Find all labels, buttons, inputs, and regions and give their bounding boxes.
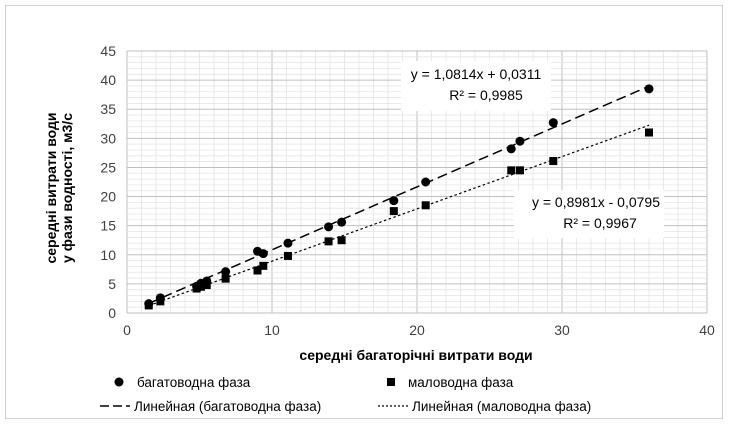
y-tick-label: 5 xyxy=(108,276,116,292)
point-low xyxy=(324,237,333,246)
legend-marker-high xyxy=(114,377,124,387)
point-low xyxy=(156,297,165,306)
point-low xyxy=(283,251,292,260)
trendline-low xyxy=(148,124,650,307)
point-high xyxy=(221,267,231,277)
point-high xyxy=(283,238,293,248)
data-points xyxy=(144,84,654,310)
chart: 0 10 20 30 40 0 5 10 15 20 25 30 35 40 45 y = 1,0814x … xyxy=(43,43,715,414)
point-low xyxy=(221,274,230,283)
trendlines xyxy=(148,85,650,307)
equation-low: y = 0,8981x - 0,0795 xyxy=(532,194,660,210)
y-tick-label: 0 xyxy=(108,305,116,321)
chart-frame: 0 10 20 30 40 0 5 10 15 20 25 30 35 40 45 y = 1,0814x … xyxy=(5,5,723,419)
legend-label-trend-high: Линейная (багатоводна фаза) xyxy=(134,399,321,414)
x-tick-label: 0 xyxy=(123,322,131,338)
point-low xyxy=(389,207,398,216)
point-high xyxy=(324,222,334,232)
point-low xyxy=(549,157,558,166)
point-low xyxy=(259,261,268,270)
legend-marker-low xyxy=(387,378,395,386)
point-low xyxy=(645,128,653,137)
x-tick-label: 10 xyxy=(264,322,280,338)
y-tick-label: 10 xyxy=(100,247,116,263)
y-tick-label: 30 xyxy=(100,130,116,146)
y-tick-label: 25 xyxy=(100,159,116,175)
y-tick-label: 15 xyxy=(100,218,116,234)
point-low xyxy=(337,236,346,245)
point-high xyxy=(337,217,347,227)
x-tick-label: 40 xyxy=(699,322,715,338)
trendline-high xyxy=(148,85,650,305)
point-high xyxy=(515,136,525,146)
y-tick-label: 40 xyxy=(100,72,116,88)
y-tick-label: 20 xyxy=(100,189,116,205)
y-tick-label: 45 xyxy=(100,43,116,59)
x-axis-title: середні багаторічні витрати води xyxy=(299,347,532,363)
legend-label-trend-low: Линейная (маловодна фаза) xyxy=(412,399,591,414)
equation-high: y = 1,0814x + 0,0311 xyxy=(411,66,542,82)
point-low xyxy=(253,266,262,275)
point-high xyxy=(421,177,431,187)
equation-box-low xyxy=(514,190,664,238)
point-high xyxy=(258,249,268,259)
point-low xyxy=(421,201,430,210)
point-high xyxy=(548,118,558,128)
point-low xyxy=(144,301,153,310)
tick-labels: 0 10 20 30 40 0 5 10 15 20 25 30 35 40 45 xyxy=(100,43,715,338)
x-tick-label: 20 xyxy=(409,322,425,338)
equation-box-high xyxy=(401,61,551,111)
point-low xyxy=(202,281,211,290)
point-low xyxy=(515,166,524,175)
point-high xyxy=(644,84,654,94)
point-high xyxy=(389,196,399,206)
point-low xyxy=(507,166,516,175)
point-low xyxy=(196,282,205,291)
y-axis-title-line2: у фази водності, м3/с xyxy=(59,113,75,263)
x-tick-label: 30 xyxy=(554,322,570,338)
y-axis-title-line1: середні витрати води xyxy=(43,112,59,263)
legend-label-high: багатоводна фаза xyxy=(137,375,251,390)
r2-high: R² = 0,9985 xyxy=(449,87,523,103)
point-low xyxy=(192,284,201,293)
y-tick-label: 35 xyxy=(100,101,116,117)
legend: багатоводна фаза маловодна фаза Линейная… xyxy=(100,375,591,414)
legend-label-low: маловодна фаза xyxy=(408,375,514,390)
point-high xyxy=(506,144,516,154)
r2-low: R² = 0,9967 xyxy=(563,215,637,231)
